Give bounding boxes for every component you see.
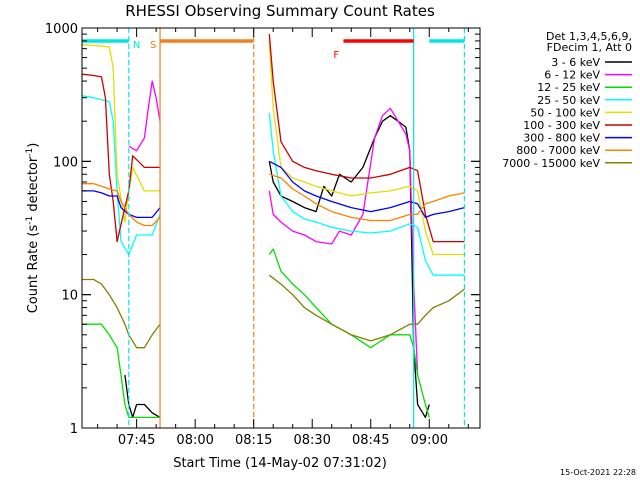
series-6 — [82, 160, 465, 219]
y-axis: 1 10 100 1000 — [45, 22, 480, 437]
legend-label-8: 7000 - 15000 keV — [502, 157, 600, 170]
series-7-line-0 — [82, 183, 161, 227]
legend-label-0: 3 - 6 keV — [551, 56, 600, 69]
series-5-line-0 — [81, 73, 160, 243]
series-1-line-0 — [128, 80, 161, 152]
y-tick-label-0: 1 — [70, 422, 78, 437]
series-8-line-0 — [82, 278, 161, 349]
series-8 — [82, 274, 465, 349]
series-4 — [81, 40, 465, 256]
y-axis-label: Count Rate (s-1 detector-1) — [25, 143, 41, 314]
legend-label-3: 25 - 50 keV — [537, 94, 600, 107]
x-axis: 07:45 08:00 08:15 08:30 08:45 09:00 — [97, 28, 469, 448]
flag-label-N: N — [133, 40, 140, 51]
legend-header-line-1: Det 1,3,4,5,6,9, — [546, 30, 632, 43]
plot-frame — [81, 27, 481, 429]
legend-label-5: 100 - 300 keV — [523, 119, 600, 132]
series-4-line-1 — [268, 40, 465, 256]
chart-title: RHESSI Observing Summary Count Rates — [125, 2, 435, 20]
series-3-line-1 — [268, 113, 465, 276]
series-5-line-1 — [268, 34, 465, 243]
series-3-line-0 — [81, 95, 161, 256]
timestamp: 15-Oct-2021 22:28 — [560, 468, 636, 477]
series-8-line-1 — [268, 274, 465, 342]
series-7 — [82, 173, 465, 227]
legend-label-4: 50 - 100 keV — [530, 106, 600, 119]
x-axis-label: Start Time (14-May-02 07:31:02) — [173, 456, 387, 471]
series-2-line-0 — [82, 323, 160, 419]
legend-label-1: 6 - 12 keV — [544, 69, 600, 82]
series-7-line-1 — [269, 173, 465, 222]
legend-header-line-2: FDecim 1, Att 0 — [547, 41, 632, 54]
x-tick-label-5: 09:00 — [411, 433, 448, 448]
y-tick-label-1: 10 — [61, 289, 78, 304]
series-6-line-1 — [268, 160, 465, 219]
legend-label-7: 800 - 7000 keV — [516, 144, 600, 157]
series-3 — [81, 95, 465, 276]
legend-label-6: 300 - 800 keV — [523, 132, 600, 145]
y-tick-label-2: 100 — [53, 155, 78, 170]
series-1-line-1 — [268, 107, 419, 375]
series-2 — [82, 248, 430, 419]
legend: Det 1,3,4,5,6,9, FDecim 1, Att 0 3 - 6 k… — [502, 30, 632, 170]
series-6-line-0 — [82, 190, 161, 219]
series-1 — [128, 80, 419, 375]
x-tick-label-3: 08:30 — [293, 433, 330, 448]
flag-label-S: S — [150, 40, 156, 51]
x-tick-label-2: 08:15 — [235, 433, 272, 448]
plot-border — [81, 27, 481, 429]
series-0 — [124, 115, 430, 419]
series-4-line-0 — [81, 44, 160, 223]
series-5 — [81, 34, 465, 243]
legend-label-2: 12 - 25 keV — [537, 81, 600, 94]
x-tick-label-0: 07:45 — [118, 433, 155, 448]
plot-area: N S F — [81, 28, 465, 428]
series-0-line-1 — [268, 115, 430, 419]
flag-label-F: F — [333, 50, 339, 61]
x-tick-label-1: 08:00 — [176, 433, 213, 448]
x-tick-label-4: 08:45 — [352, 433, 389, 448]
series-0-line-0 — [124, 374, 161, 419]
y-tick-label-3: 1000 — [45, 22, 78, 37]
